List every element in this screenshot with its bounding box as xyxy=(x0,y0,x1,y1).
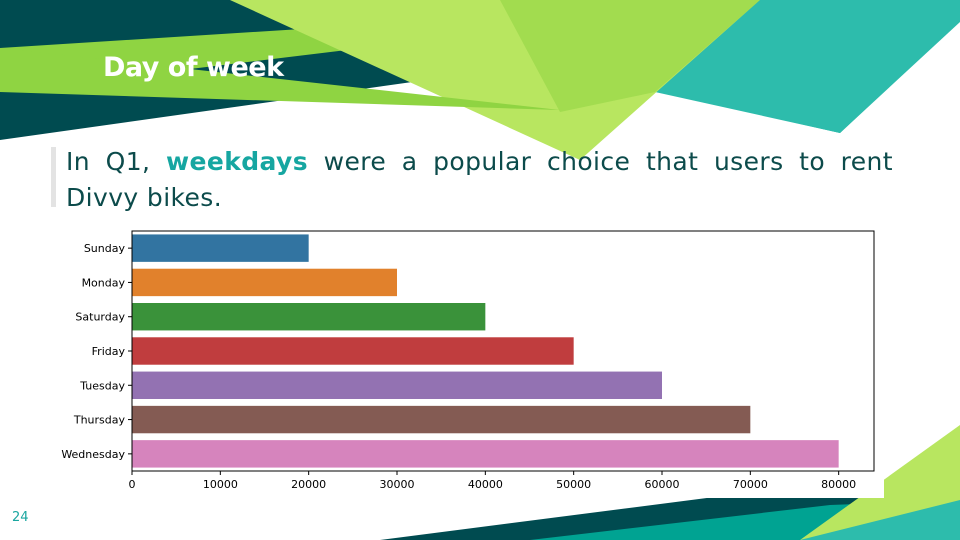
slide-body-text: In Q1, weekdays were a popular choice th… xyxy=(66,144,893,216)
y-tick-label: Tuesday xyxy=(79,379,125,392)
bg-shape-lime-tip xyxy=(500,0,760,112)
body-text-highlight: weekdays xyxy=(166,147,309,176)
bar-friday xyxy=(132,337,574,365)
bg-shape-lime-wedge xyxy=(0,48,560,110)
body-text-lead: In Q1, xyxy=(66,147,166,176)
x-tick-label: 10000 xyxy=(203,478,238,491)
y-tick-label: Sunday xyxy=(84,242,126,255)
y-tick-label: Wednesday xyxy=(61,448,125,461)
x-tick-label: 30000 xyxy=(380,478,415,491)
chart-frame xyxy=(131,230,875,472)
slide-title: Day of week xyxy=(103,52,284,83)
x-tick-label: 50000 xyxy=(556,478,591,491)
bar-tuesday xyxy=(132,371,662,399)
y-tick-label: Monday xyxy=(82,276,126,289)
bar-chart: Sunday Monday Saturday Friday Tuesday Thursda… xyxy=(48,222,884,498)
bg-shape-lightteal-top xyxy=(655,0,960,133)
quote-bar xyxy=(51,147,56,207)
bar-monday xyxy=(132,268,397,297)
chart-marks: Sunday Monday Saturday Friday Tuesday Thursda… xyxy=(61,234,856,491)
x-tick-label: 0 xyxy=(129,478,136,491)
x-tick-label: 80000 xyxy=(821,478,856,491)
bar-sunday xyxy=(132,234,309,262)
bar-saturday xyxy=(132,303,486,331)
x-tick-label: 40000 xyxy=(468,478,503,491)
y-tick-label: Saturday xyxy=(75,311,125,324)
bar-thursday xyxy=(132,405,751,434)
page-number: 24 xyxy=(12,510,29,525)
body-text-rest: were a popular choice that users to rent… xyxy=(66,147,893,212)
x-tick-label: 70000 xyxy=(733,478,768,491)
bar-wednesday xyxy=(132,440,839,468)
y-tick-label: Thursday xyxy=(73,414,126,427)
y-tick-label: Friday xyxy=(92,345,126,358)
x-tick-label: 60000 xyxy=(645,478,680,491)
x-tick-label: 20000 xyxy=(291,478,326,491)
